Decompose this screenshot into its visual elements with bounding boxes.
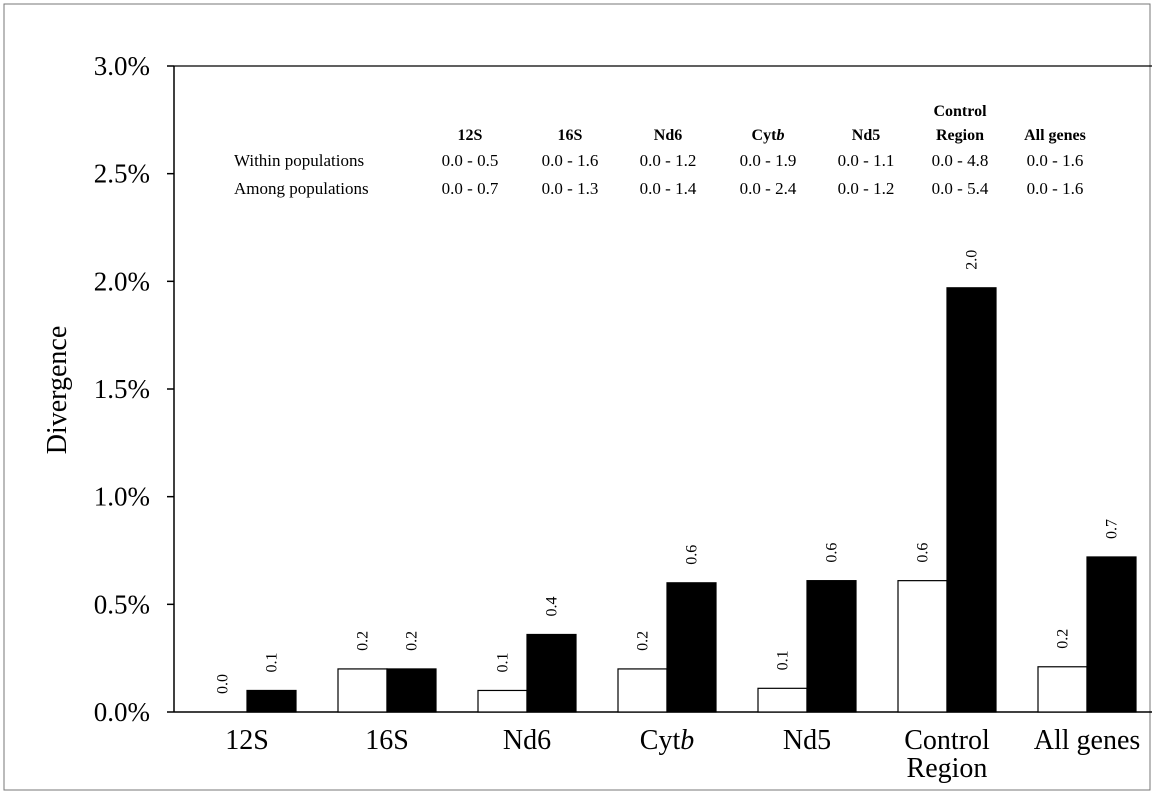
bar-value-label: 0.7 bbox=[1104, 519, 1121, 539]
table-header-main: Region bbox=[936, 127, 984, 144]
table-cell: 0.0 - 2.4 bbox=[740, 179, 797, 198]
bar-within bbox=[337, 668, 388, 713]
bar-among bbox=[1086, 556, 1137, 713]
bar-among bbox=[806, 580, 857, 713]
bar-value-labels: 0.0 0.1 0.2 0.2 0.1 0.4 0.2 0.6 0.1 0.6 0.6 2.0 0.2 0… bbox=[215, 250, 1121, 694]
bar-value-label: 0.6 bbox=[824, 543, 841, 563]
bar-within bbox=[617, 668, 668, 713]
category-label: Control bbox=[904, 725, 990, 756]
bar-value-label: 0.4 bbox=[544, 596, 561, 616]
bar-among bbox=[946, 287, 997, 713]
bar-among bbox=[246, 689, 297, 713]
table-cell: 0.0 - 1.2 bbox=[640, 151, 697, 170]
bar-within bbox=[897, 580, 948, 713]
table-header-main: Cyt bbox=[752, 127, 778, 144]
table-row-label: Among populations bbox=[234, 179, 369, 198]
table-header: Region bbox=[936, 127, 984, 144]
table-header: Nd5 bbox=[852, 127, 880, 144]
category-label-main: Control bbox=[904, 725, 990, 756]
bar-value-label: 2.0 bbox=[964, 250, 981, 270]
y-axis-label: Divergence bbox=[42, 326, 73, 455]
table-header-main: Nd6 bbox=[654, 127, 682, 144]
bar-within bbox=[477, 689, 528, 713]
category-label: 16S bbox=[365, 725, 409, 756]
table-header-line1: Control bbox=[933, 103, 987, 120]
bar-value-label: 0.6 bbox=[915, 543, 932, 563]
table-cell: 0.0 - 1.6 bbox=[1027, 179, 1084, 198]
table-cell: 0.0 - 5.4 bbox=[932, 179, 989, 198]
table-header: All genes bbox=[1024, 127, 1086, 144]
y-tick-label: 3.0% bbox=[94, 51, 150, 81]
bar-value-label: 0.0 bbox=[215, 674, 232, 694]
bar-value-label: 0.6 bbox=[684, 545, 701, 565]
category-label-main: 12S bbox=[225, 725, 269, 756]
table-header: Nd6 bbox=[654, 127, 682, 144]
bar-value-label: 0.2 bbox=[355, 631, 372, 651]
y-tick-label: 1.5% bbox=[94, 374, 150, 404]
bar-value-label: 0.2 bbox=[404, 631, 421, 651]
category-label-main: 16S bbox=[365, 725, 409, 756]
table-header-main: Nd5 bbox=[852, 127, 880, 144]
table-cell: 0.0 - 1.4 bbox=[640, 179, 697, 198]
table-header-main: All genes bbox=[1024, 127, 1086, 144]
bar-among bbox=[666, 582, 717, 713]
bar-value-label: 0.2 bbox=[635, 631, 652, 651]
category-label-main: Cyt bbox=[640, 725, 681, 756]
bar-value-label: 0.1 bbox=[264, 652, 281, 672]
y-tick-label: 1.0% bbox=[94, 482, 150, 512]
category-label-main: Nd6 bbox=[503, 725, 551, 756]
table-cell: 0.0 - 1.2 bbox=[838, 179, 895, 198]
category-label-main: Nd5 bbox=[783, 725, 831, 756]
table-cell: 0.0 - 1.6 bbox=[542, 151, 599, 170]
table-cell: 0.0 - 1.3 bbox=[542, 179, 599, 198]
table-row-label: Within populations bbox=[234, 151, 364, 170]
bar-value-label: 0.2 bbox=[1055, 629, 1072, 649]
table-header-italic: b bbox=[776, 127, 784, 144]
category-label-italic: b bbox=[680, 725, 694, 756]
table-cell: 0.0 - 1.1 bbox=[838, 151, 895, 170]
bar-within bbox=[1037, 666, 1088, 713]
category-label: All genes bbox=[1034, 725, 1141, 756]
bar-value-label: 0.1 bbox=[495, 652, 512, 672]
bars bbox=[246, 287, 1137, 713]
category-label: Nd5 bbox=[783, 725, 831, 756]
table-header: 16S bbox=[558, 127, 583, 144]
bar-value-label: 0.1 bbox=[775, 650, 792, 670]
figure-frame bbox=[3, 3, 1151, 791]
bar-among bbox=[386, 668, 437, 713]
axes: 0.0% 0.5% 1.0% 1.5% 2.0% 2.5% 3.0% bbox=[94, 51, 1152, 727]
table-header-main: 16S bbox=[558, 127, 583, 144]
table-cell: 0.0 - 0.7 bbox=[442, 179, 499, 198]
y-tick-label: 2.0% bbox=[94, 266, 150, 296]
category-label: 12S bbox=[225, 725, 269, 756]
table-cell: 0.0 - 1.9 bbox=[740, 151, 797, 170]
table-cell: 0.0 - 0.5 bbox=[442, 151, 499, 170]
y-tick-label: 0.5% bbox=[94, 589, 150, 619]
table-header: 12S bbox=[458, 127, 483, 144]
table-cell: 0.0 - 4.8 bbox=[932, 151, 989, 170]
y-tick-label: 0.0% bbox=[94, 697, 150, 727]
category-label: Cytb bbox=[640, 725, 694, 756]
table-header-main: 12S bbox=[458, 127, 483, 144]
inset-range-table: 12S 16S Nd6 Cytb Nd5 Control Region All genes Wi… bbox=[234, 103, 1086, 198]
category-label-line2: Region bbox=[907, 753, 988, 784]
category-label: Nd6 bbox=[503, 725, 551, 756]
bar-within bbox=[757, 687, 808, 713]
bar-among bbox=[526, 633, 577, 713]
table-header: Cytb bbox=[752, 127, 785, 144]
table-cell: 0.0 - 1.6 bbox=[1027, 151, 1084, 170]
category-label-main: All genes bbox=[1034, 725, 1141, 756]
y-tick-label: 2.5% bbox=[94, 159, 150, 189]
